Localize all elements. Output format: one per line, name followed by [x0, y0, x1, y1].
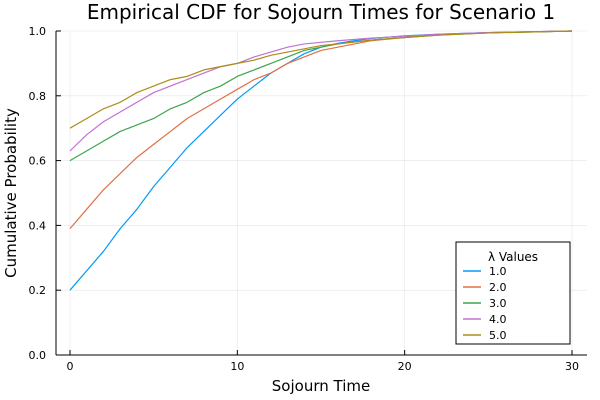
legend-label: 3.0	[489, 297, 507, 310]
legend: λ Values 1.0 2.0 3.0 4.0 5.0	[455, 241, 571, 345]
legend-title: λ Values	[488, 250, 538, 264]
y-tick-label: 0.2	[29, 284, 47, 297]
y-axis-label: Cumulative Probability	[2, 108, 20, 278]
x-tick-label: 30	[565, 360, 579, 373]
legend-entries: 1.0 2.0 3.0 4.0 5.0	[463, 265, 507, 342]
y-tick-label: 0.6	[29, 155, 47, 168]
y-tick-label: 0.4	[29, 219, 47, 232]
x-tick-label: 10	[230, 360, 244, 373]
x-tick-label: 0	[67, 360, 74, 373]
legend-box	[455, 241, 571, 345]
series-line-5-0	[69, 30, 573, 129]
plot-area	[69, 30, 573, 291]
axes: 0 10 20 30 0.0 0.2 0.4 0.6 0.8 1.0	[29, 25, 587, 373]
legend-label: 4.0	[489, 313, 507, 326]
y-tick-label: 1.0	[29, 25, 47, 38]
y-tick-label: 0.0	[29, 349, 47, 362]
gridlines	[56, 30, 587, 356]
legend-label: 1.0	[489, 265, 507, 278]
legend-label: 2.0	[489, 281, 507, 294]
x-axis-label: Sojourn Time	[272, 377, 370, 395]
series-line-4-0	[69, 30, 573, 152]
legend-label: 5.0	[489, 329, 507, 342]
chart-title: Empirical CDF for Sojourn Times for Scen…	[87, 0, 555, 24]
x-tick-label: 20	[398, 360, 412, 373]
y-tick-label: 0.8	[29, 90, 47, 103]
